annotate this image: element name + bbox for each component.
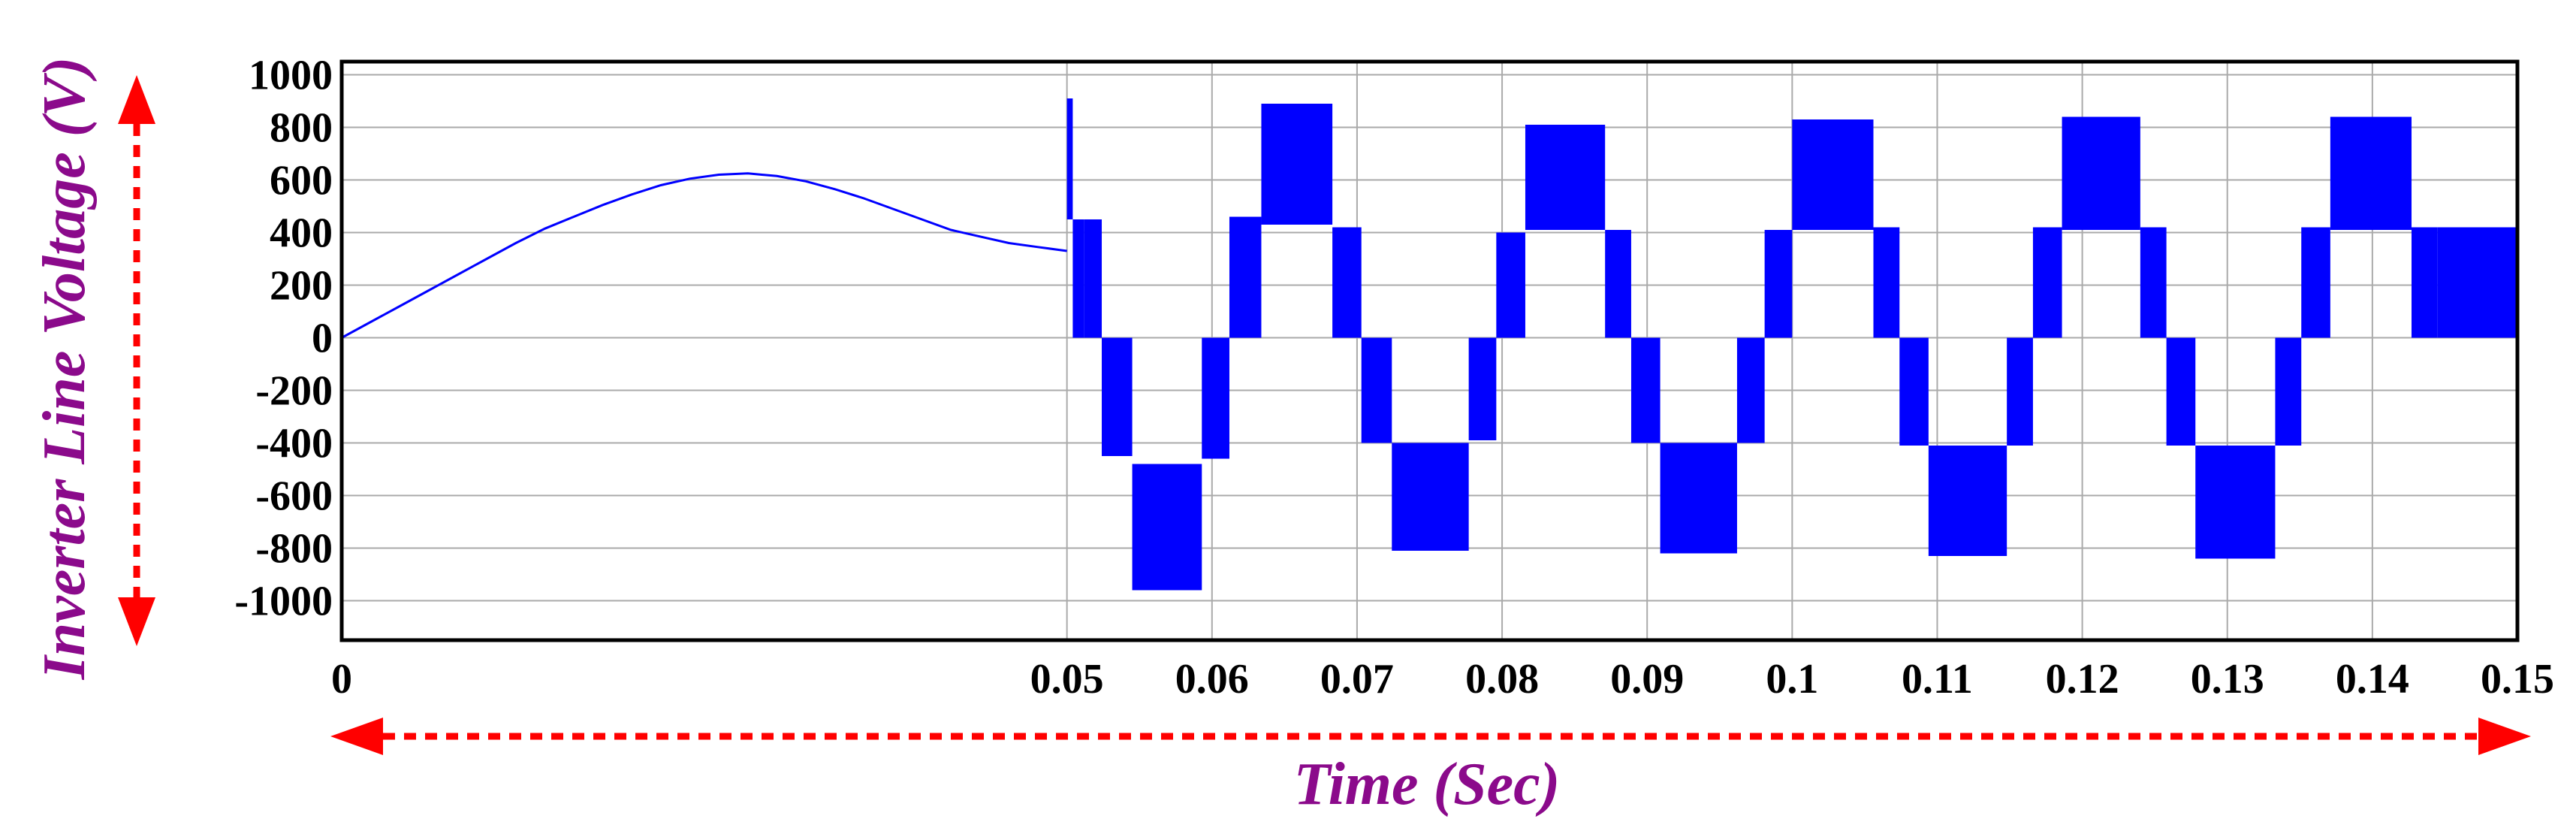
y-axis-title: Inverter Line Voltage (V) [32,57,98,681]
pwm-block [2437,227,2517,338]
x-axis-title: Time (Sec) [1294,751,1561,817]
pwm-block [2412,227,2438,338]
pwm-block [1873,227,1900,338]
y-tick-label: 600 [270,158,333,204]
pwm-block [2301,227,2330,338]
pwm-block [1072,219,1084,338]
y-tick-label: -400 [255,421,333,467]
pwm-block [1660,443,1737,554]
y-tick-labels: 1000 800 600 400 200 0 -200 -400 -600 -800 -1000 [234,53,333,625]
pwm-block [1899,337,1929,446]
y-tick-label: 0 [312,316,333,362]
x-tick-label: 0.11 [1902,656,1973,703]
pwm-block [1468,337,1497,440]
pwm-block [2195,446,2276,559]
pwm-block [2062,116,2140,230]
pwm-block [2275,337,2302,446]
pwm-block [1928,446,2007,556]
x-axis-arrow [330,718,2531,755]
y-tick-label: -200 [255,368,333,415]
startup-transient-curve [342,172,1067,339]
pwm-block [1764,230,1793,338]
x-tick-label: 0.15 [2481,656,2554,703]
pwm-block [2140,227,2167,338]
y-tick-label: 800 [270,105,333,152]
pwm-block [1605,230,1631,338]
y-axis-arrow [118,75,155,646]
pwm-block [1332,227,1362,338]
y-tick-label: 400 [270,210,333,257]
y-tick-label: -1000 [234,579,333,625]
x-tick-label: 0.07 [1320,656,1394,703]
x-tick-label: 0.14 [2336,656,2409,703]
x-tick-labels: 0 0.05 0.06 0.07 0.08 0.09 0.1 0.11 0.12 0.13 0.14… [331,656,2554,703]
x-tick-label: 0.12 [2046,656,2119,703]
x-tick-label: 0.1 [1766,656,1818,703]
pwm-block [1229,216,1262,338]
x-tick-label: 0.13 [2191,656,2264,703]
pwm-block [1102,337,1133,456]
pwm-block [1736,337,1765,443]
x-tick-label: 0.05 [1030,656,1104,703]
pwm-block [2166,337,2196,446]
pwm-block [1630,337,1661,443]
voltage-signal [342,98,2517,591]
x-tick-label: 0.09 [1610,656,1684,703]
y-tick-label: 1000 [249,53,333,99]
pwm-block [1525,125,1606,230]
pwm-block [1792,119,1874,230]
plot-frame [339,59,2520,642]
pwm-block [1496,232,1525,338]
x-tick-label: 0.08 [1465,656,1539,703]
pwm-block [1132,464,1202,591]
y-tick-label: -600 [255,473,333,520]
pwm-block [1361,337,1392,443]
pwm-block [1066,98,1073,219]
x-tick-label: 0.06 [1175,656,1249,703]
pwm-block [1202,337,1229,459]
y-tick-label: 200 [270,263,333,310]
pwm-block [2032,227,2062,338]
x-tick-label: 0 [331,656,352,703]
pwm-block [1392,443,1469,551]
y-tick-label: -800 [255,526,333,573]
pwm-block [2330,116,2412,230]
pwm-block [1261,104,1333,225]
pwm-block [1084,219,1102,338]
pwm-block [2007,337,2033,446]
